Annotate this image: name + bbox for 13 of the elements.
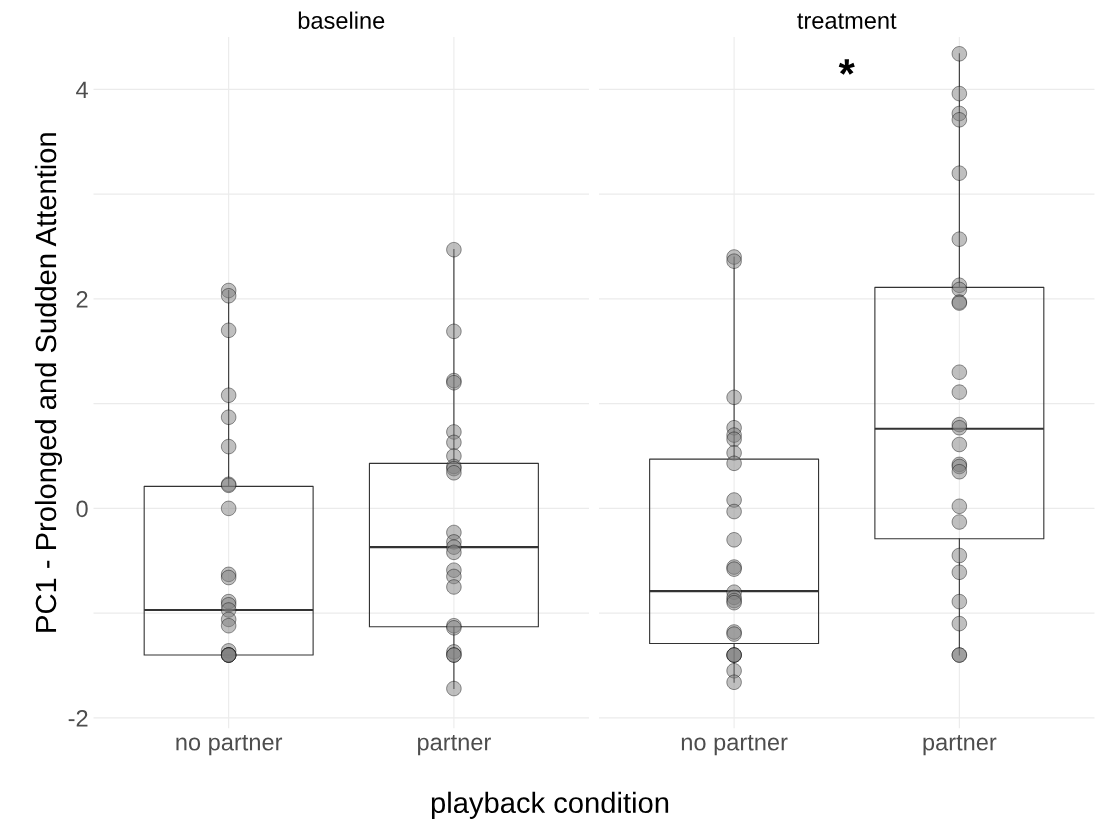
x-tick-label: partner: [923, 735, 997, 756]
x-tick-label: no partner: [681, 735, 788, 756]
y-tick-label: -2: [68, 709, 88, 727]
chart-title: baseline: [298, 11, 385, 29]
y-tick-label: 4: [76, 81, 88, 98]
y-axis-title: PC1 - Prolonged and Sudden Attention: [34, 133, 63, 632]
y-tick-label: 0: [76, 500, 88, 518]
x-tick-label: partner: [418, 735, 491, 756]
x-axis-title: playback condition: [431, 791, 669, 819]
x-tick-label: no partner: [176, 735, 283, 756]
y-tick-label: 2: [76, 290, 88, 308]
annotation: *: [838, 59, 855, 75]
chart-title: treatment: [797, 13, 897, 29]
